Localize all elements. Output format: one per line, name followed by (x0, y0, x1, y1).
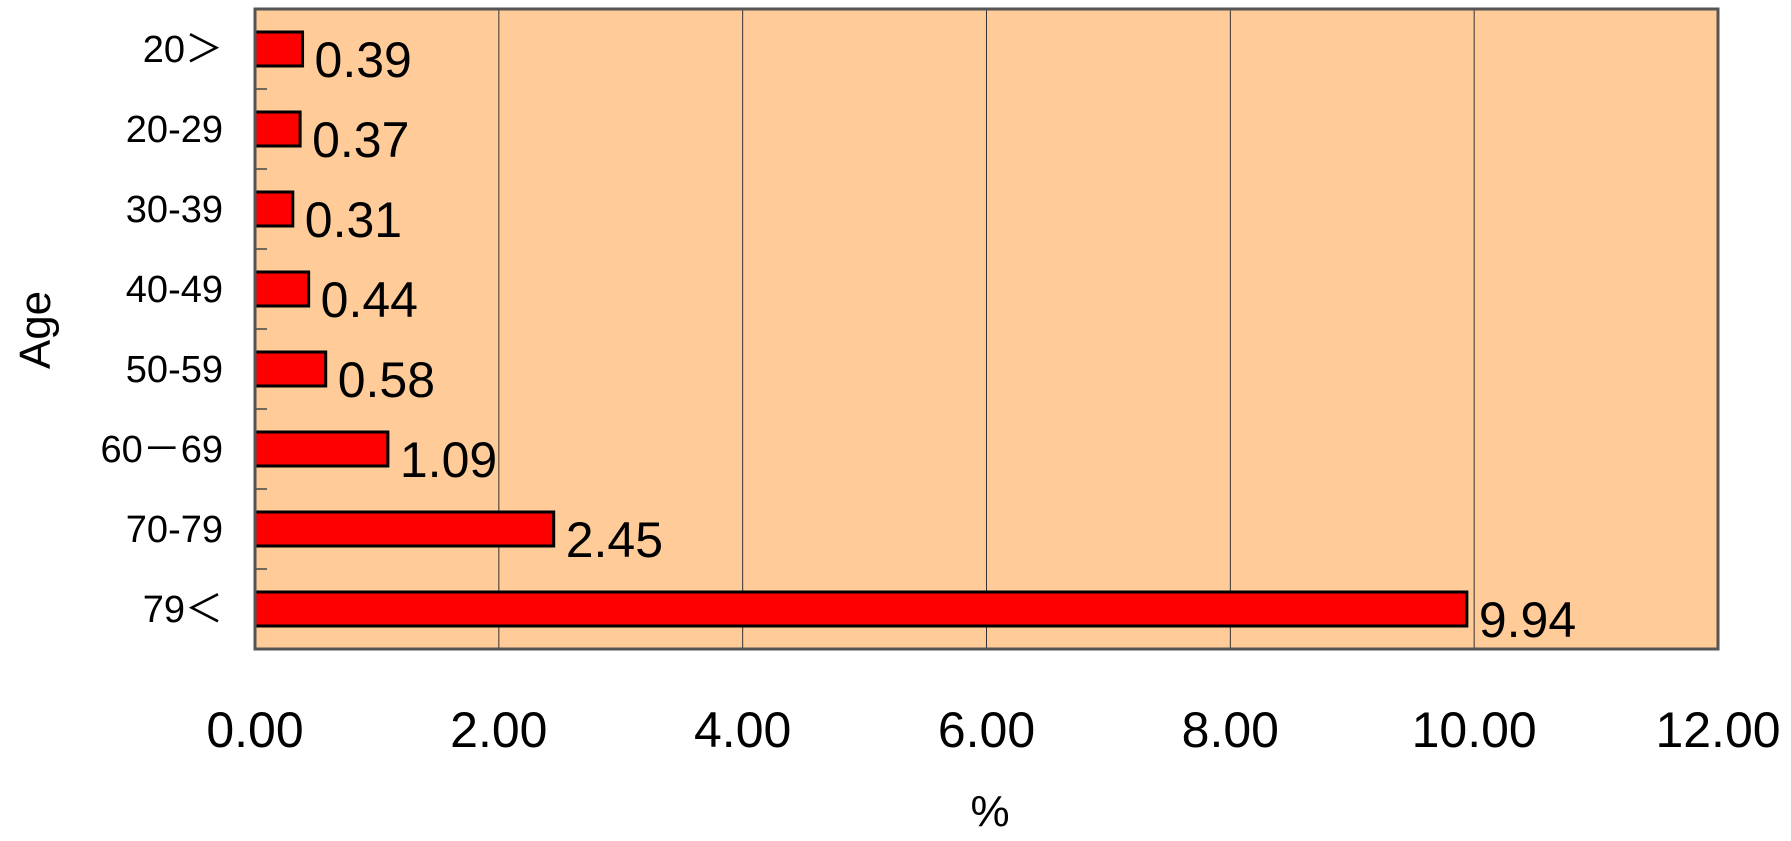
x-tick-label: 0.00 (206, 702, 303, 758)
data-label: 0.44 (321, 272, 418, 328)
x-axis-title: % (970, 787, 1009, 836)
bar (253, 270, 311, 308)
y-axis-title: Age (11, 291, 60, 369)
data-label: 0.37 (312, 112, 409, 168)
category-label: 20-29 (126, 109, 223, 151)
data-label: 9.94 (1479, 592, 1576, 648)
category-label: 50-59 (126, 349, 223, 391)
data-label: 1.09 (400, 432, 497, 488)
category-label: 20＞ (143, 29, 223, 71)
x-tick-label: 2.00 (450, 702, 547, 758)
data-label: 2.45 (566, 512, 663, 568)
data-label: 0.31 (305, 192, 402, 248)
bar (253, 430, 390, 468)
bar (253, 30, 305, 68)
category-label: 40-49 (126, 269, 223, 311)
x-tick-label: 4.00 (694, 702, 791, 758)
data-label: 0.58 (338, 352, 435, 408)
bar (253, 190, 295, 228)
bar (253, 350, 328, 388)
category-label: 60－69 (100, 429, 223, 471)
x-tick-label: 10.00 (1412, 702, 1537, 758)
data-label: 0.39 (315, 32, 412, 88)
category-label: 79＜ (143, 589, 223, 631)
x-tick-label: 6.00 (938, 702, 1035, 758)
data-labels: 0.39 0.37 0.31 0.44 0.58 1.09 2.45 9.94 (305, 32, 1576, 648)
category-label: 70-79 (126, 509, 223, 551)
bar (253, 510, 556, 548)
category-label: 30-39 (126, 189, 223, 231)
x-tick-label: 8.00 (1182, 702, 1279, 758)
bar (253, 590, 1469, 628)
plot-frame (253, 7, 1720, 651)
bar (253, 110, 302, 148)
x-tick-labels: 0.00 2.00 4.00 6.00 8.00 10.00 12.00 (206, 702, 1780, 758)
x-tick-label: 12.00 (1655, 702, 1780, 758)
category-labels: 20＞ 20-29 30-39 40-49 50-59 60－69 70-79 79＜ (100, 29, 223, 631)
